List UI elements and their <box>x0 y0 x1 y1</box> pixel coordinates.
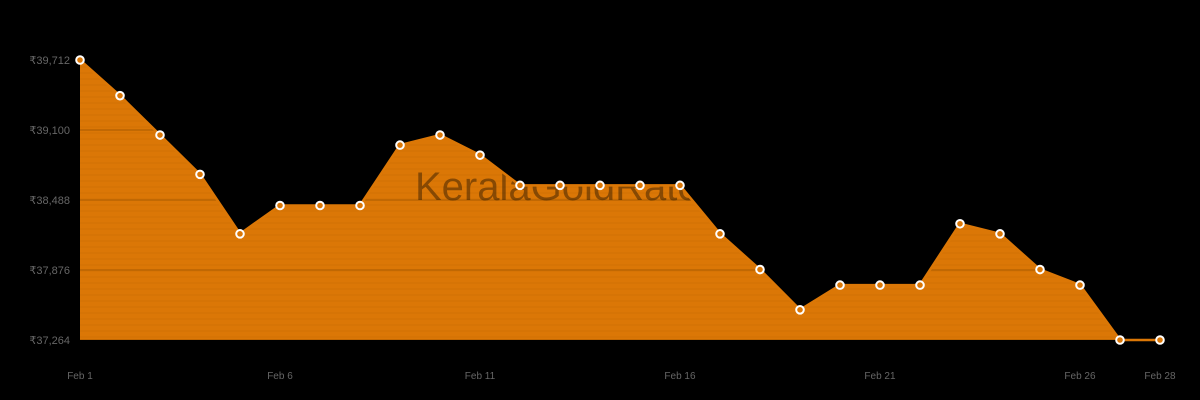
data-point-feb-13[interactable] <box>555 180 565 191</box>
y-tick-label: ₹38,488 <box>29 195 70 207</box>
data-point-feb-24[interactable] <box>995 229 1005 239</box>
data-point-feb-15[interactable] <box>635 180 645 191</box>
x-tick-label: Feb 21 <box>864 371 896 382</box>
data-point-feb-12[interactable] <box>515 180 525 191</box>
data-point-feb-5[interactable] <box>235 229 245 239</box>
data-point-feb-23[interactable] <box>955 218 965 229</box>
x-tick-label: Feb 16 <box>664 371 696 382</box>
data-point-feb-17[interactable] <box>715 229 725 239</box>
data-point-feb-14[interactable] <box>595 180 605 191</box>
data-point-feb-4[interactable] <box>195 169 205 180</box>
y-tick-label: ₹37,264 <box>29 335 70 347</box>
data-point-feb-10[interactable] <box>435 130 445 140</box>
x-tick-label: Feb 11 <box>465 371 496 382</box>
x-axis: Feb 1 Feb 6 Feb 11 Feb 16 Feb 21 Feb 26 Feb 28 <box>67 371 1176 382</box>
data-point-feb-22[interactable] <box>915 280 925 290</box>
y-tick-label: ₹37,876 <box>29 265 70 277</box>
data-point-feb-2[interactable] <box>115 90 125 101</box>
y-tick-label: ₹39,100 <box>29 125 70 137</box>
data-point-feb-7[interactable] <box>315 200 325 211</box>
price-line <box>79 59 1160 342</box>
data-point-markers <box>75 55 1165 345</box>
data-point-feb-27[interactable] <box>1115 335 1125 345</box>
data-point-feb-18[interactable] <box>755 264 765 275</box>
data-point-feb-6[interactable] <box>275 200 285 211</box>
x-tick-label: Feb 1 <box>67 371 93 382</box>
data-point-feb-26[interactable] <box>1075 280 1085 290</box>
y-tick-label: ₹39,712 <box>29 55 70 67</box>
data-point-feb-3[interactable] <box>155 130 165 140</box>
data-point-feb-19[interactable] <box>795 305 805 315</box>
data-point-feb-8[interactable] <box>355 200 365 211</box>
y-axis: ₹37,264 ₹37,876 ₹38,488 ₹39,100 ₹39,712 <box>29 55 70 347</box>
data-point-feb-28[interactable] <box>1155 335 1165 345</box>
data-point-feb-20[interactable] <box>835 280 845 290</box>
data-point-feb-9[interactable] <box>395 140 405 150</box>
x-tick-label: Feb 6 <box>267 371 293 382</box>
data-point-feb-11[interactable] <box>475 150 485 160</box>
data-point-feb-21[interactable] <box>875 280 885 290</box>
data-point-feb-1[interactable] <box>75 55 85 65</box>
data-point-feb-16[interactable] <box>675 180 685 191</box>
data-point-feb-25[interactable] <box>1035 264 1045 275</box>
x-tick-label: Feb 26 <box>1064 371 1096 382</box>
x-tick-label: Feb 28 <box>1144 371 1176 382</box>
